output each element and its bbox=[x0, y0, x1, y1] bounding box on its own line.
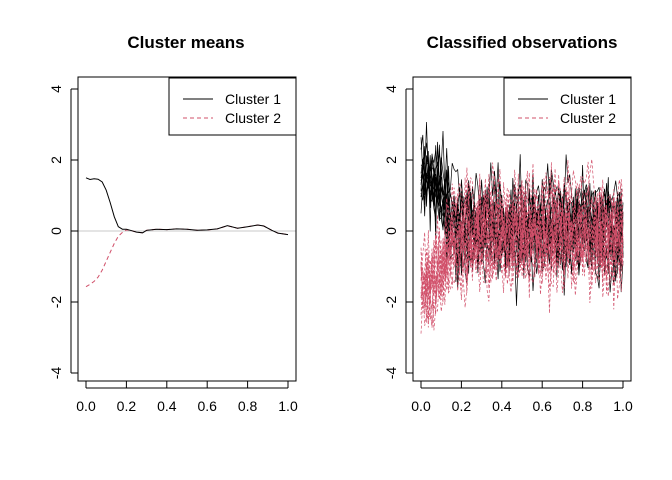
chart-title-left: Cluster means bbox=[127, 33, 244, 52]
y-tick-label: 4 bbox=[383, 85, 399, 93]
y-tick-label: -2 bbox=[383, 296, 399, 309]
series-line-2 bbox=[85, 224, 289, 288]
x-tick-label: 0.0 bbox=[411, 398, 431, 414]
x-tick-label: 0.2 bbox=[117, 398, 137, 414]
legend-label-cluster-1: Cluster 1 bbox=[225, 91, 281, 107]
legend-left: Cluster 1 Cluster 2 bbox=[168, 77, 297, 136]
observation-line-cluster-2 bbox=[420, 192, 624, 304]
y-tick-label: 2 bbox=[383, 156, 399, 164]
observation-line-cluster-2 bbox=[420, 207, 624, 334]
x-tick-label: 0.8 bbox=[573, 398, 593, 414]
y-tick-label: -4 bbox=[48, 367, 64, 380]
observation-line-cluster-2 bbox=[420, 173, 624, 298]
legend-box-left bbox=[168, 77, 297, 136]
observation-line-cluster-2 bbox=[420, 178, 624, 316]
observation-line-cluster-2 bbox=[420, 159, 624, 294]
y-tick-label: 0 bbox=[383, 227, 399, 235]
x-tick-label: 0.6 bbox=[532, 398, 552, 414]
observation-line-cluster-2 bbox=[420, 216, 624, 324]
series-group-left bbox=[85, 177, 289, 288]
legend-label-cluster-1: Cluster 1 bbox=[560, 91, 616, 107]
observation-line-cluster-2 bbox=[420, 204, 624, 308]
legend-label-cluster-2: Cluster 2 bbox=[225, 110, 281, 126]
series-group-right bbox=[420, 121, 624, 334]
x-axis-right: 0.0 0.2 0.4 0.6 0.8 1.0 bbox=[411, 381, 633, 414]
legend-right: Cluster 1 Cluster 2 bbox=[503, 77, 632, 136]
y-tick-label: 2 bbox=[48, 156, 64, 164]
y-tick-label: 0 bbox=[48, 227, 64, 235]
observation-line-cluster-2 bbox=[420, 159, 624, 298]
panel-classified-observations: Classified observations 0.0 0.2 0.4 0.6 0.8 1… bbox=[383, 33, 633, 414]
y-axis-right: -4 -2 0 2 4 bbox=[383, 85, 413, 379]
legend-box-right bbox=[503, 77, 632, 136]
y-tick-label: -2 bbox=[48, 296, 64, 309]
x-tick-label: 0.8 bbox=[238, 398, 258, 414]
plot-box-left bbox=[77, 76, 297, 382]
x-tick-label: 0.4 bbox=[492, 398, 512, 414]
plot-box-right bbox=[412, 76, 632, 382]
y-tick-label: -4 bbox=[383, 367, 399, 380]
legend-label-cluster-2: Cluster 2 bbox=[560, 110, 616, 126]
x-axis-left: 0.0 0.2 0.4 0.6 0.8 1.0 bbox=[76, 381, 298, 414]
series-line-1 bbox=[85, 177, 289, 236]
x-tick-label: 0.4 bbox=[157, 398, 177, 414]
x-tick-label: 0.6 bbox=[197, 398, 217, 414]
y-tick-label: 4 bbox=[48, 85, 64, 93]
x-tick-label: 0.0 bbox=[76, 398, 96, 414]
observation-line-cluster-2 bbox=[420, 192, 624, 319]
observation-line-cluster-2 bbox=[420, 191, 624, 301]
x-tick-label: 1.0 bbox=[613, 398, 633, 414]
panel-cluster-means: Cluster means 0.0 0.2 0.4 0.6 0.8 1.0 -4 -2 0 2 4… bbox=[48, 33, 298, 414]
x-tick-label: 0.2 bbox=[452, 398, 472, 414]
x-tick-label: 1.0 bbox=[278, 398, 298, 414]
chart-title-right: Classified observations bbox=[427, 33, 618, 52]
y-axis-left: -4 -2 0 2 4 bbox=[48, 85, 78, 379]
